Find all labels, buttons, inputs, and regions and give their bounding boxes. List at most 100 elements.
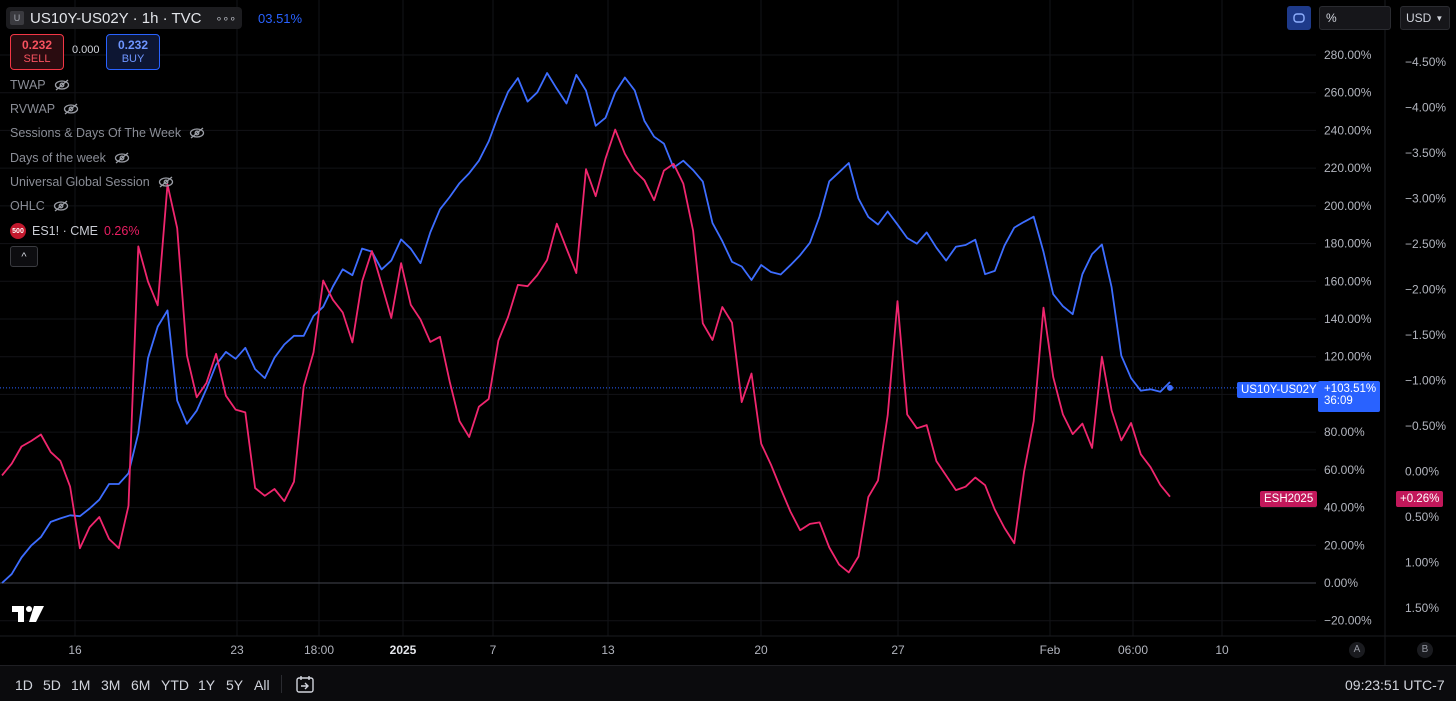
auto-scale-button[interactable] [1287,6,1311,30]
y-axis-tick-label: 240.00% [1324,123,1372,137]
auto-scale-a-button[interactable]: A [1349,642,1365,658]
chevron-up-icon: ^ [21,251,27,263]
indicator-label: Days of the week [10,151,106,165]
hidden-eye-icon[interactable] [114,152,130,164]
x-axis-tick-label: 13 [601,643,615,657]
currency-value: USD [1406,11,1432,25]
range-1y-button[interactable]: 1Y [198,677,216,693]
indicator-label: OHLC [10,199,45,213]
hidden-eye-icon[interactable] [158,176,174,188]
auto-scale-b-button[interactable]: B [1417,642,1433,658]
y-right-axis-tick-label: −3.00% [1405,192,1446,206]
y-axis-tick-label: 160.00% [1324,274,1372,288]
range-6m-button[interactable]: 6M [131,677,151,693]
y-axis-tick-label: 20.00% [1324,538,1365,552]
y-axis-tick-label: 120.00% [1324,350,1372,364]
y-right-axis-tick-label: −0.50% [1405,419,1446,433]
y-right-axis-tick-label: −2.00% [1405,283,1446,297]
y-axis-tick-label: −20.00% [1324,614,1372,628]
y-right-axis-tick-label: −1.50% [1405,328,1446,342]
y-right-axis-tick-label: 0.50% [1405,510,1439,524]
y-axis-tick-label: 140.00% [1324,312,1372,326]
axis-b-label: B [1421,644,1429,655]
x-axis-tick-label: 18:00 [304,643,334,657]
pink-price-tag: +0.26% [1396,491,1444,507]
indicator-label: RVWAP [10,102,56,116]
x-axis-tick-label: 20 [754,643,768,657]
range-5d-button[interactable]: 5D [43,677,61,693]
indicator-sessions[interactable]: Sessions & Days Of The Week [10,126,205,140]
hidden-eye-icon[interactable] [54,79,70,91]
hidden-eye-icon[interactable] [189,127,205,139]
buy-value: 0.232 [117,38,149,52]
goto-date-icon[interactable] [295,674,315,694]
x-axis-tick-label: 7 [490,643,497,657]
x-axis-tick-label: 27 [891,643,905,657]
indicator-twap[interactable]: TWAP [10,78,70,92]
y-axis-tick-label: 40.00% [1324,501,1365,515]
spread-value: 0.000 [72,44,100,56]
x-axis-tick-label: 23 [230,643,244,657]
indicator-label: Sessions & Days Of The Week [10,126,182,140]
blue-countdown: 36:09 [1324,395,1353,407]
indicator-days-of-week[interactable]: Days of the week [10,151,130,165]
indicator-ohlc[interactable]: OHLC [10,199,69,213]
header-change: 03.51% [258,11,303,26]
y-right-axis-tick-label: −3.50% [1405,146,1446,160]
bottom-toolbar: 1D 5D 1M 3M 6M YTD 1Y 5Y All 09:23:51 UT… [0,665,1456,701]
currency-select[interactable]: USD ▼ [1400,6,1450,30]
collapse-legend-button[interactable]: ^ [10,246,38,267]
blue-series-name-tag: US10Y-US02Y [1237,382,1321,398]
y-axis-tick-label: 260.00% [1324,86,1372,100]
x-axis-tick-label: 16 [68,643,82,657]
x-axis-tick-label: 06:00 [1118,643,1148,657]
compare-symbol-change: 0.26% [104,224,140,238]
range-ytd-button[interactable]: YTD [161,677,189,693]
hidden-eye-icon[interactable] [53,200,69,212]
indicator-global-session[interactable]: Universal Global Session [10,175,174,189]
y-axis-tick-label: 200.00% [1324,199,1372,213]
indicator-label: TWAP [10,78,46,92]
y-right-axis-tick-label: 0.00% [1405,465,1439,479]
y-axis-tick-label: 0.00% [1324,576,1358,590]
symbol-title[interactable]: US10Y-US02Y · 1h · TVC [30,9,202,27]
pink-series-name-tag: ESH2025 [1260,491,1318,507]
y-right-axis-tick-label: 1.00% [1405,556,1439,570]
y-axis-tick-label: 280.00% [1324,48,1372,62]
y-right-axis-tick-label: 1.50% [1405,601,1439,615]
y-axis-tick-label: 180.00% [1324,237,1372,251]
x-axis-tick-label: Feb [1040,643,1061,657]
es-badge-icon: 500 [10,223,26,239]
sell-button[interactable]: 0.232 SELL [10,34,64,70]
compare-symbol-row[interactable]: 500 ES1! · CME 0.26% [10,223,139,239]
symbol-type-icon: U [10,11,24,25]
x-axis-tick-label: 10 [1215,643,1229,657]
y-right-axis-tick-label: −1.00% [1405,374,1446,388]
sell-value: 0.232 [21,38,53,52]
axis-a-label: A [1353,644,1361,655]
indicator-rvwap[interactable]: RVWAP [10,102,79,116]
chevron-down-icon: ▼ [1435,13,1444,23]
buy-label: BUY [121,53,145,65]
blue-price-value: +103.51% [1324,383,1377,395]
more-options-icon[interactable]: ∘∘∘ [215,12,237,25]
blue-price-tag: +103.51% 36:09 [1318,381,1380,412]
y-axis-tick-label: 60.00% [1324,463,1365,477]
range-1d-button[interactable]: 1D [15,677,33,693]
divider [281,675,282,693]
hidden-eye-icon[interactable] [63,103,79,115]
range-1m-button[interactable]: 1M [71,677,91,693]
y-axis-tick-label: 80.00% [1324,425,1365,439]
range-3m-button[interactable]: 3M [101,677,121,693]
tradingview-logo [12,606,44,622]
range-5y-button[interactable]: 5Y [226,677,244,693]
range-all-button[interactable]: All [254,677,270,693]
scale-input[interactable]: % [1319,6,1391,30]
y-right-axis-tick-label: −4.00% [1405,101,1446,115]
clock-readout[interactable]: 09:23:51 UTC-7 [1345,677,1445,693]
buy-button[interactable]: 0.232 BUY [106,34,160,70]
x-axis-tick-label: 2025 [390,643,417,657]
symbol-title-box[interactable]: U US10Y-US02Y · 1h · TVC ∘∘∘ [6,7,243,29]
scale-input-value: % [1326,11,1337,25]
